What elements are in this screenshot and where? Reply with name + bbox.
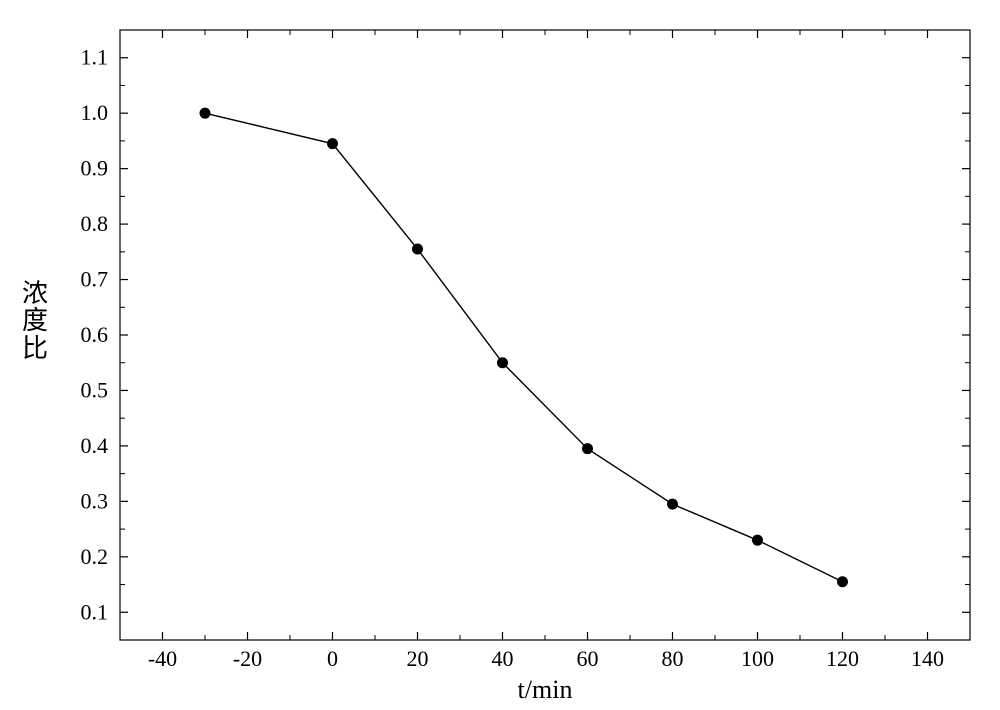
- svg-text:40: 40: [492, 646, 514, 671]
- y-axis-label: 浓 度 比: [20, 280, 50, 362]
- svg-text:0: 0: [327, 646, 338, 671]
- svg-text:0.9: 0.9: [81, 156, 109, 181]
- svg-text:-20: -20: [233, 646, 262, 671]
- plot-border: [120, 30, 970, 640]
- series-line: [205, 113, 843, 582]
- svg-text:120: 120: [826, 646, 859, 671]
- x-axis-label: t/min: [518, 675, 573, 704]
- y-axis-label-char: 浓: [20, 280, 50, 307]
- svg-text:100: 100: [741, 646, 774, 671]
- svg-text:1.0: 1.0: [81, 100, 109, 125]
- x-axis-tick-labels: -40 -20 0 20 40 60 80 100 120 140: [148, 646, 944, 671]
- svg-text:0.8: 0.8: [81, 211, 109, 236]
- svg-text:80: 80: [662, 646, 684, 671]
- svg-text:0.5: 0.5: [81, 377, 109, 402]
- svg-text:0.6: 0.6: [81, 322, 109, 347]
- svg-text:-40: -40: [148, 646, 177, 671]
- svg-text:0.4: 0.4: [81, 433, 109, 458]
- svg-text:140: 140: [911, 646, 944, 671]
- x-axis-ticks: [163, 30, 928, 640]
- svg-text:1.1: 1.1: [81, 45, 109, 70]
- x-axis-minor-ticks: [120, 30, 970, 640]
- series-markers: [200, 108, 848, 587]
- svg-text:0.3: 0.3: [81, 488, 109, 513]
- svg-text:60: 60: [577, 646, 599, 671]
- y-axis-ticks: [120, 58, 970, 613]
- y-axis-label-char: 度: [20, 307, 50, 334]
- chart-svg: -40 -20 0 20 40 60 80 100 120 140 0.1 0.2 0.3 0.4 0.5…: [0, 0, 1000, 710]
- y-axis-minor-ticks: [120, 30, 970, 640]
- y-axis-label-char: 比: [20, 335, 50, 362]
- svg-text:0.2: 0.2: [81, 544, 109, 569]
- y-axis-tick-labels: 0.1 0.2 0.3 0.4 0.5 0.6 0.7 0.8 0.9 1.0 1.1: [81, 45, 109, 625]
- chart-container: 浓 度 比 -40 -20 0 20 40 60 80 100 120 140 0.1 0.2 0.3…: [0, 0, 1000, 710]
- svg-text:20: 20: [407, 646, 429, 671]
- svg-text:0.7: 0.7: [81, 267, 109, 292]
- svg-text:0.1: 0.1: [81, 599, 109, 624]
